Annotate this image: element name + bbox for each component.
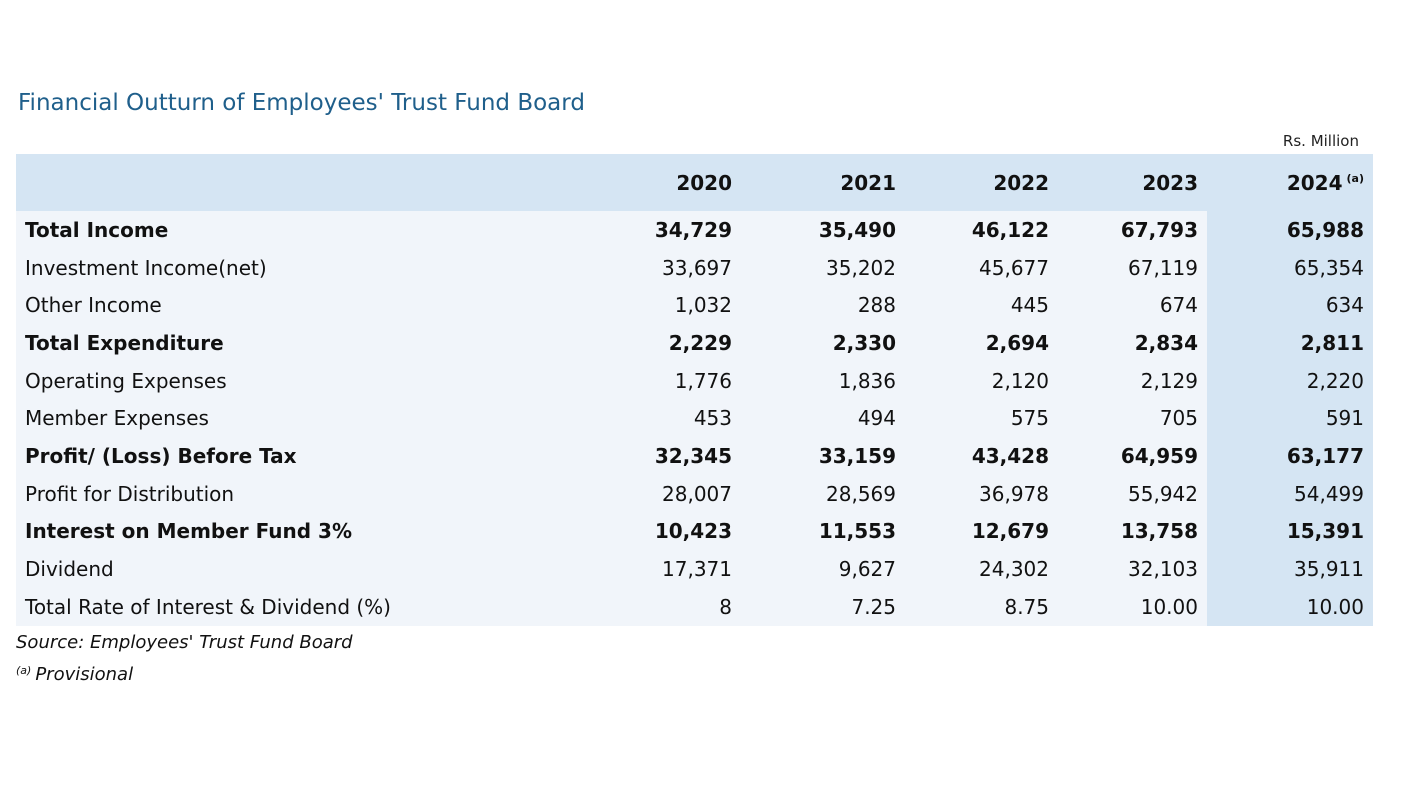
- provisional-note-marker: (a): [1346, 171, 1364, 185]
- value-cell-2021: 2,330: [741, 324, 905, 362]
- table-title: Financial Outturn of Employees' Trust Fu…: [18, 90, 585, 116]
- value-cell-2020: 32,345: [576, 437, 741, 475]
- row-label: Total Rate of Interest & Dividend (%): [16, 587, 576, 626]
- value-cell-2020: 33,697: [576, 248, 741, 287]
- value-cell-2021: 7.25: [741, 587, 905, 626]
- value-cell-2023: 64,959: [1058, 437, 1207, 475]
- row-label: Member Expenses: [16, 399, 576, 438]
- value-cell-2021: 35,202: [741, 248, 905, 287]
- value-cell-2021: 1,836: [741, 361, 905, 400]
- value-cell-2024: 54,499: [1207, 474, 1373, 513]
- header-label-cell: [16, 154, 576, 211]
- row-label: Interest on Member Fund 3%: [16, 512, 576, 551]
- value-cell-2024: 35,911: [1207, 550, 1373, 588]
- value-cell-2022: 24,302: [905, 550, 1058, 588]
- row-label: Total Income: [16, 211, 576, 249]
- value-cell-2020: 28,007: [576, 474, 741, 513]
- value-cell-2020: 8: [576, 587, 741, 626]
- table-row: Operating Expenses 1,776 1,836 2,120 2,129 2,…: [16, 361, 1373, 400]
- table-row: Profit/ (Loss) Before Tax 32,345 33,159 43,…: [16, 437, 1373, 475]
- value-cell-2022: 36,978: [905, 474, 1058, 513]
- value-cell-2024: 65,354: [1207, 248, 1373, 287]
- value-cell-2020: 453: [576, 399, 741, 438]
- table-row: Total Income 34,729 35,490 46,122 67,793 65,9…: [16, 211, 1373, 249]
- column-header-2024: 2024 (a): [1207, 154, 1373, 211]
- value-cell-2022: 43,428: [905, 437, 1058, 475]
- value-cell-2024: 634: [1207, 286, 1373, 325]
- value-cell-2024: 2,811: [1207, 324, 1373, 362]
- value-cell-2021: 9,627: [741, 550, 905, 588]
- value-cell-2021: 28,569: [741, 474, 905, 513]
- value-cell-2023: 10.00: [1058, 587, 1207, 626]
- value-cell-2022: 2,120: [905, 361, 1058, 400]
- value-cell-2023: 55,942: [1058, 474, 1207, 513]
- value-cell-2021: 288: [741, 286, 905, 325]
- value-cell-2024: 63,177: [1207, 437, 1373, 475]
- value-cell-2021: 11,553: [741, 512, 905, 551]
- table-row: Investment Income(net) 33,697 35,202 45,677…: [16, 248, 1373, 287]
- table-row: Dividend 17,371 9,627 24,302 32,103 35,911: [16, 550, 1373, 588]
- value-cell-2023: 674: [1058, 286, 1207, 325]
- value-cell-2022: 8.75: [905, 587, 1058, 626]
- row-label: Profit/ (Loss) Before Tax: [16, 437, 576, 475]
- header-row: 2020 2021 2022 2023 2024 (a): [16, 154, 1373, 211]
- value-cell-2020: 10,423: [576, 512, 741, 551]
- value-cell-2022: 575: [905, 399, 1058, 438]
- value-cell-2023: 32,103: [1058, 550, 1207, 588]
- financial-table: 2020 2021 2022 2023 2024 (a) Total Income…: [16, 154, 1373, 626]
- column-header-2022: 2022: [905, 154, 1058, 211]
- table-row: Other Income 1,032 288 445 674 634: [16, 286, 1373, 325]
- value-cell-2021: 35,490: [741, 211, 905, 249]
- units-label: Rs. Million: [1282, 132, 1359, 150]
- row-label: Operating Expenses: [16, 361, 576, 400]
- value-cell-2020: 34,729: [576, 211, 741, 249]
- value-cell-2020: 1,032: [576, 286, 741, 325]
- table-row: Total Rate of Interest & Dividend (%) 8 7.…: [16, 587, 1373, 626]
- table-row: Profit for Distribution 28,007 28,569 36,97…: [16, 474, 1373, 513]
- table-row: Member Expenses 453 494 575 705 591: [16, 399, 1373, 438]
- value-cell-2024: 2,220: [1207, 361, 1373, 400]
- table-row: Total Expenditure 2,229 2,330 2,694 2,834 2,8…: [16, 324, 1373, 362]
- value-cell-2023: 67,793: [1058, 211, 1207, 249]
- value-cell-2023: 13,758: [1058, 512, 1207, 551]
- value-cell-2023: 2,834: [1058, 324, 1207, 362]
- value-cell-2022: 2,694: [905, 324, 1058, 362]
- value-cell-2020: 2,229: [576, 324, 741, 362]
- value-cell-2023: 67,119: [1058, 248, 1207, 287]
- footnote: (a) Provisional: [16, 664, 133, 685]
- table-body: Total Income 34,729 35,490 46,122 67,793 65,9…: [16, 211, 1373, 626]
- value-cell-2022: 45,677: [905, 248, 1058, 287]
- value-cell-2022: 46,122: [905, 211, 1058, 249]
- table-row: Interest on Member Fund 3% 10,423 11,553 12…: [16, 512, 1373, 551]
- value-cell-2020: 1,776: [576, 361, 741, 400]
- row-label: Total Expenditure: [16, 324, 576, 362]
- row-label: Profit for Distribution: [16, 474, 576, 513]
- value-cell-2024: 591: [1207, 399, 1373, 438]
- footnote-text: Provisional: [35, 664, 134, 685]
- value-cell-2020: 17,371: [576, 550, 741, 588]
- footnote-marker: (a): [16, 664, 32, 677]
- row-label: Investment Income(net): [16, 248, 576, 287]
- value-cell-2021: 33,159: [741, 437, 905, 475]
- value-cell-2024: 15,391: [1207, 512, 1373, 551]
- column-header-2020: 2020: [576, 154, 741, 211]
- value-cell-2024: 10.00: [1207, 587, 1373, 626]
- value-cell-2024: 65,988: [1207, 211, 1373, 249]
- value-cell-2022: 445: [905, 286, 1058, 325]
- column-header-2023: 2023: [1058, 154, 1207, 211]
- row-label: Other Income: [16, 286, 576, 325]
- value-cell-2023: 2,129: [1058, 361, 1207, 400]
- row-label: Dividend: [16, 550, 576, 588]
- value-cell-2022: 12,679: [905, 512, 1058, 551]
- value-cell-2021: 494: [741, 399, 905, 438]
- value-cell-2023: 705: [1058, 399, 1207, 438]
- column-header-2021: 2021: [741, 154, 905, 211]
- source-note: Source: Employees' Trust Fund Board: [16, 632, 353, 653]
